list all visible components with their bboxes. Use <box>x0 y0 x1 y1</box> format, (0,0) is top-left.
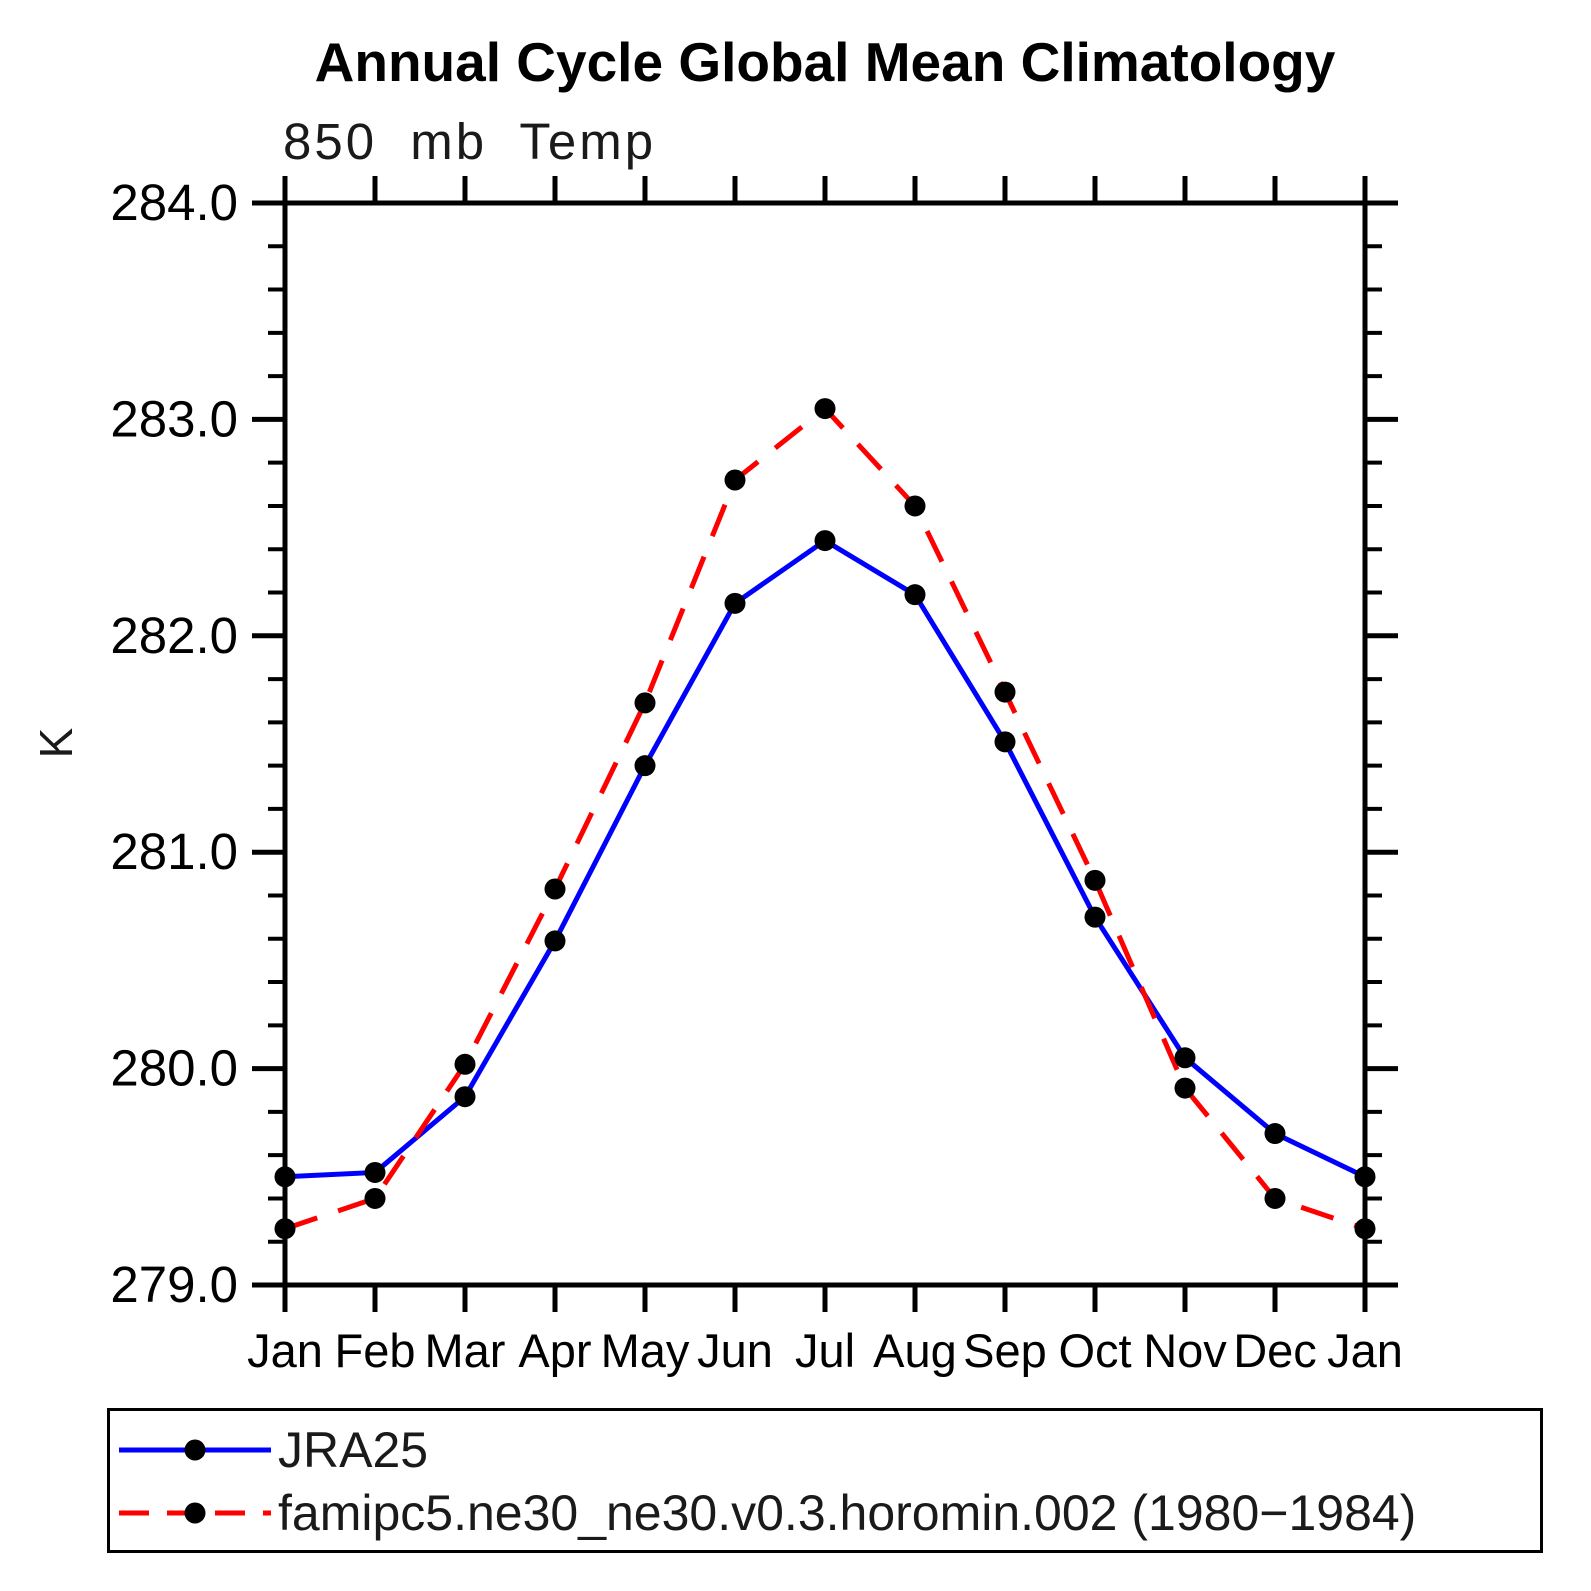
legend-item-famipc5: famipc5.ne30_ne30.v0.3.horomin.002 (1980… <box>116 1485 1416 1541</box>
x-tick-label: Sep <box>963 1324 1047 1377</box>
series-markers-1 <box>274 398 1376 1240</box>
y-tick-label: 279.0 <box>110 1256 238 1313</box>
legend-label-jra25: JRA25 <box>278 1422 429 1478</box>
legend-line-sample-dashed-icon <box>119 1502 271 1524</box>
chart-title: Annual Cycle Global Mean Climatology <box>314 31 1336 93</box>
x-tick-label: Aug <box>873 1324 957 1377</box>
x-axis-ticks: Jan Feb Mar Apr May Jun Jul Aug Sep Oct Nov Dec Jan <box>247 176 1403 1377</box>
legend: JRA25 famipc5.ne30_ne30.v0.3.horomin.002… <box>107 1408 1543 1553</box>
y-axis-major-ticks: 279.0 280.0 281.0 282.0 283.0 284.0 <box>110 174 1398 1313</box>
x-tick-label: Mar <box>425 1324 506 1377</box>
x-tick-label: May <box>601 1324 690 1377</box>
y-tick-label: 281.0 <box>110 823 238 880</box>
y-tick-label: 283.0 <box>110 390 238 447</box>
plot-frame <box>282 200 1368 1288</box>
legend-label-famipc5: famipc5.ne30_ne30.v0.3.horomin.002 (1980… <box>278 1485 1417 1541</box>
x-tick-label: Apr <box>518 1324 591 1377</box>
x-tick-label: Jan <box>1327 1324 1403 1377</box>
x-tick-label: Dec <box>1233 1324 1317 1377</box>
series-markers-0 <box>274 530 1376 1188</box>
x-tick-label: Jul <box>795 1324 855 1377</box>
y-tick-label: 282.0 <box>110 607 238 664</box>
y-tick-label: 284.0 <box>110 174 238 231</box>
legend-line-sample-solid-icon <box>119 1439 271 1461</box>
chart-subtitle: 850 mb Temp <box>283 113 657 170</box>
x-tick-label: Jan <box>247 1324 323 1377</box>
x-tick-label: Jun <box>697 1324 773 1377</box>
x-tick-label: Nov <box>1143 1324 1227 1377</box>
series-line-0 <box>284 537 1367 1180</box>
legend-item-jra25: JRA25 <box>116 1422 428 1478</box>
y-axis-minor-ticks <box>268 244 1382 1244</box>
y-tick-label: 280.0 <box>110 1040 238 1097</box>
x-tick-label: Feb <box>335 1324 416 1377</box>
x-tick-label: Oct <box>1058 1324 1131 1377</box>
